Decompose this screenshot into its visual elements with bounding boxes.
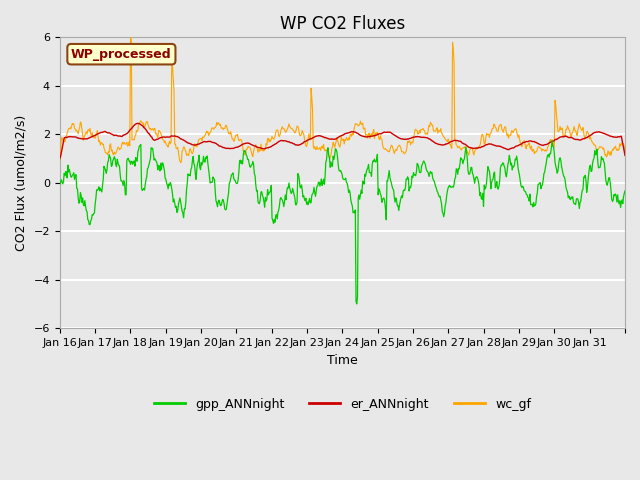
gpp_ANNnight — [353, 301, 360, 307]
Text: WP_processed: WP_processed — [71, 48, 172, 60]
wc_gf — [403, 149, 410, 155]
X-axis label: Time: Time — [327, 353, 358, 367]
gpp_ANNnight — [548, 138, 556, 144]
wc_gf — [434, 130, 442, 136]
wc_gf — [277, 128, 285, 133]
Y-axis label: CO2 Flux (umol/m2/s): CO2 Flux (umol/m2/s) — [15, 115, 28, 251]
er_ANNnight — [56, 156, 63, 161]
er_ANNnight — [255, 145, 262, 151]
Legend: gpp_ANNnight, er_ANNnight, wc_gf: gpp_ANNnight, er_ANNnight, wc_gf — [148, 393, 536, 416]
gpp_ANNnight — [254, 199, 262, 205]
er_ANNnight — [122, 131, 130, 137]
gpp_ANNnight — [276, 203, 284, 209]
wc_gf — [228, 133, 236, 139]
er_ANNnight — [227, 145, 235, 151]
gpp_ANNnight — [56, 181, 63, 187]
gpp_ANNnight — [122, 192, 130, 198]
Line: gpp_ANNnight: gpp_ANNnight — [60, 141, 625, 304]
er_ANNnight — [621, 152, 629, 158]
gpp_ANNnight — [621, 188, 629, 194]
wc_gf — [255, 148, 263, 154]
Line: wc_gf: wc_gf — [60, 37, 625, 163]
er_ANNnight — [276, 138, 284, 144]
wc_gf — [177, 160, 184, 166]
er_ANNnight — [401, 136, 409, 142]
gpp_ANNnight — [226, 179, 234, 185]
gpp_ANNnight — [401, 185, 409, 191]
wc_gf — [621, 153, 629, 159]
wc_gf — [127, 35, 134, 40]
gpp_ANNnight — [433, 188, 441, 194]
wc_gf — [122, 141, 130, 147]
Line: er_ANNnight: er_ANNnight — [60, 123, 625, 158]
wc_gf — [56, 158, 63, 164]
Title: WP CO2 Fluxes: WP CO2 Fluxes — [280, 15, 405, 33]
er_ANNnight — [133, 120, 141, 126]
er_ANNnight — [433, 141, 441, 147]
